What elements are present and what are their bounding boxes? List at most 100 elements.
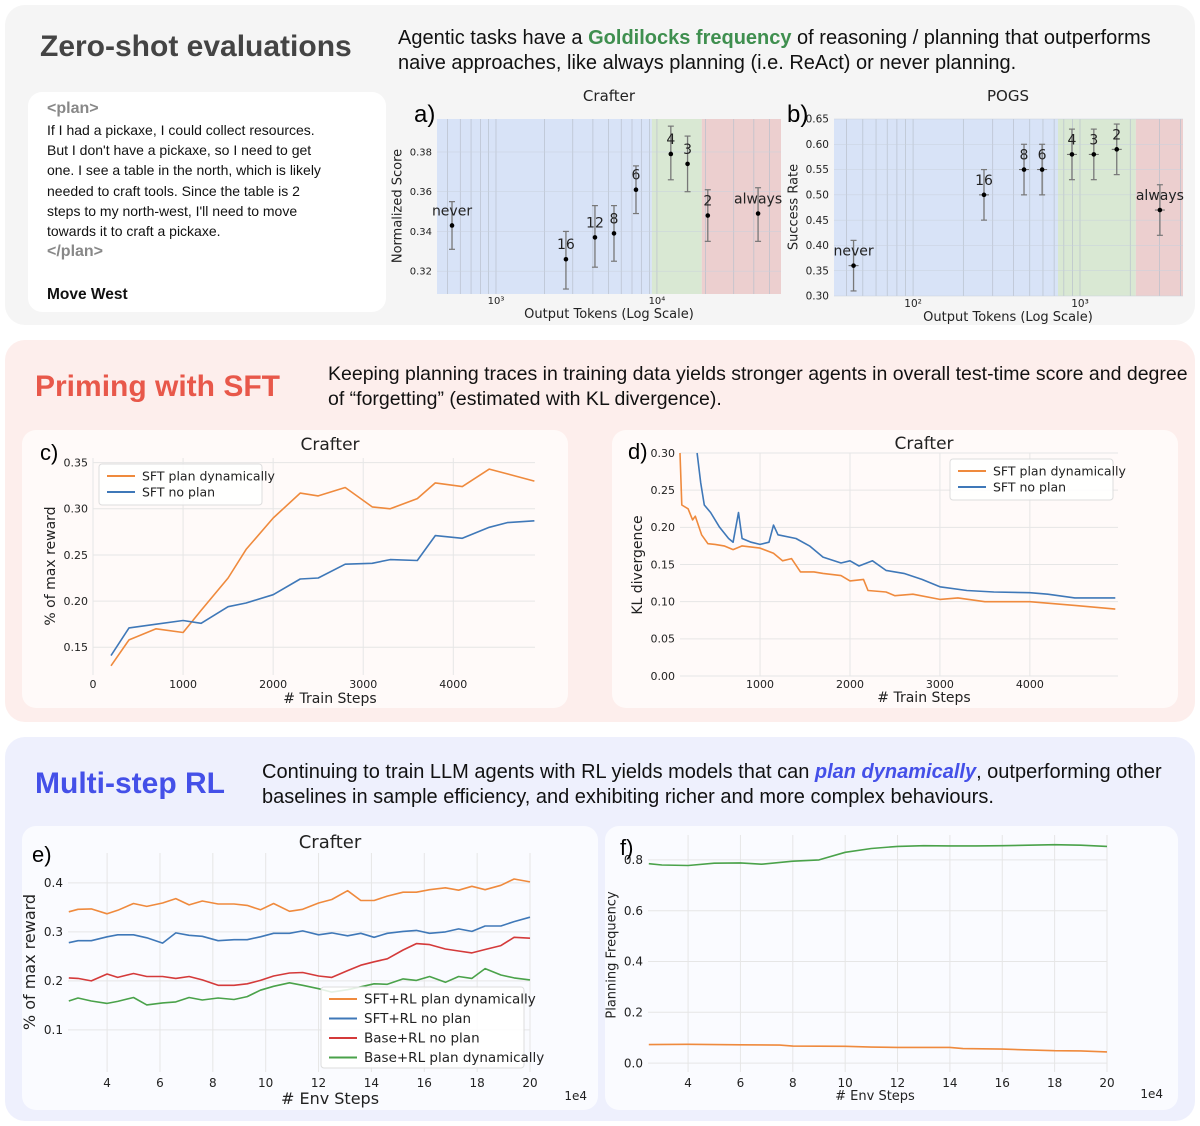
y-tick-label: 0.35 xyxy=(64,456,89,469)
chart-e-rl-reward: 4 6 8 10 12 14 16 18 20 0.1 0.2 0.3 0.4 Crafter e) # En… xyxy=(20,826,598,1110)
x-tick-label: 0 xyxy=(90,678,97,691)
panel-label: e) xyxy=(32,842,52,867)
shaded-region xyxy=(651,119,702,294)
point-label: 12 xyxy=(586,215,604,231)
plan-close-tag: </plan> xyxy=(47,243,104,260)
point-label: 16 xyxy=(975,173,993,189)
y-tick-label: 0.15 xyxy=(64,641,89,654)
point-label: 8 xyxy=(610,211,619,227)
chart-f-svg: 4 6 8 10 12 14 16 18 20 0.0 0.2 0.4 0.6 0.8f) # Env St… xyxy=(605,835,1163,1104)
x-tick-label: 14 xyxy=(364,1076,379,1090)
chart-f-planning-frequency: 4 6 8 10 12 14 16 18 20 0.0 0.2 0.4 0.6 0.8 f) # Env St… xyxy=(605,826,1178,1110)
plan-line: one. I see a table in the north, which i… xyxy=(47,162,321,178)
y-tick-label: 0.55 xyxy=(806,164,829,176)
point-label: 3 xyxy=(683,142,692,158)
point-label: 3 xyxy=(1089,132,1098,148)
x-tick-label: 16 xyxy=(417,1076,432,1090)
x-tick-label: 10³ xyxy=(488,296,505,307)
legend-box xyxy=(98,463,263,506)
data-point xyxy=(685,161,690,167)
series-line-0 xyxy=(110,468,535,667)
y-tick-label: 0.65 xyxy=(806,114,829,126)
x-axis-label: # Train Steps xyxy=(877,690,970,706)
y-tick-label: 0.10 xyxy=(651,596,676,609)
x-tick-label: 1000 xyxy=(746,678,774,691)
x-tick-label: 20 xyxy=(1099,1076,1114,1090)
y-tick-label: 0.50 xyxy=(806,190,829,202)
y-tick-label: 0.05 xyxy=(651,633,676,646)
data-point xyxy=(851,263,856,268)
y-tick-label: 0.60 xyxy=(806,139,829,151)
data-point xyxy=(1091,152,1097,157)
desc-text: of reasoning / planning that outperforms… xyxy=(398,27,1151,74)
legend-label: Base+RL plan dynamically xyxy=(364,1050,544,1066)
x-tick-label: 10² xyxy=(904,298,922,310)
y-tick-label: 0.6 xyxy=(624,904,643,918)
y-tick-label: 0.2 xyxy=(44,974,63,988)
chart-b-svg: 10² 10³ 0.30 0.35 0.40 0.45 0.50 0.55 0.60 0.65 ne… xyxy=(786,87,1184,325)
x-tick-label: 3000 xyxy=(349,678,377,691)
plan-action: Move West xyxy=(47,286,128,303)
series-line-3 xyxy=(68,967,531,1006)
point-label: 6 xyxy=(632,168,641,184)
y-tick-label: 0.3 xyxy=(44,925,63,939)
data-point xyxy=(1021,167,1027,172)
point-label: always xyxy=(734,192,782,208)
legend-box xyxy=(320,986,525,1069)
plan-line: But I don't have a pickaxe, so I need to… xyxy=(47,142,312,158)
x-tick-label: 18 xyxy=(469,1076,484,1090)
x-tick-label: 3000 xyxy=(926,678,954,691)
plan-line: If I had a pickaxe, I could collect reso… xyxy=(47,122,315,138)
chart-b-pogs: 10² 10³ 0.30 0.35 0.40 0.45 0.50 0.55 0.60 0.65 ne… xyxy=(785,85,1190,325)
desc-highlight: Goldilocks frequency xyxy=(588,27,792,49)
x-tick-label: 16 xyxy=(995,1076,1010,1090)
panel-label: f) xyxy=(620,835,633,860)
series-line-1 xyxy=(68,916,531,944)
point-label: never xyxy=(432,203,472,219)
y-tick-label: 0.00 xyxy=(651,670,676,683)
desc-text: Continuing to train LLM agents with RL y… xyxy=(262,761,815,783)
legend-label: SFT no plan xyxy=(993,479,1066,494)
point-label: 4 xyxy=(666,132,675,148)
x-tick-label: 6 xyxy=(737,1076,745,1090)
legend-box xyxy=(949,458,1114,501)
plan-line: towards it to craft a pickaxe. xyxy=(47,223,221,239)
data-point xyxy=(1069,152,1075,157)
desc-highlight: plan dynamically xyxy=(814,761,977,783)
x-tick-label: 10 xyxy=(838,1076,853,1090)
y-tick-label: 0.30 xyxy=(806,291,829,303)
x-tick-label: 4 xyxy=(103,1076,111,1090)
point-label: always xyxy=(1136,188,1184,204)
chart-c-reward: 0 1000 2000 3000 4000 0.15 0.20 0.25 0.30 0.35 Cra… xyxy=(22,430,568,708)
chart-title: Crafter xyxy=(583,87,636,105)
y-axis-label: Success Rate xyxy=(786,164,801,250)
panel-label: d) xyxy=(628,439,648,464)
chart-d-svg: 1000 2000 3000 4000 0.00 0.05 0.10 0.15 0.20 0.25… xyxy=(628,434,1127,706)
x-tick-label: 10 xyxy=(258,1076,273,1090)
y-tick-label: 0.4 xyxy=(44,876,63,890)
y-tick-label: 0.2 xyxy=(624,1006,643,1020)
section-description-zero-shot: Agentic tasks have a Goldilocks frequenc… xyxy=(398,26,1198,76)
series-line-0 xyxy=(648,843,1108,867)
chart-a-svg: 10³ 10⁴ 0.32 0.34 0.36 0.38 never 16 12 8 6 43 2 alwa… xyxy=(390,87,782,322)
legend-label: SFT plan dynamically xyxy=(142,468,276,483)
x-tick-label: 2000 xyxy=(836,678,864,691)
y-axis-label: % of max reward xyxy=(43,506,59,625)
y-axis-label: Planning Frequency xyxy=(605,891,620,1019)
plan-open-tag: <plan> xyxy=(47,100,99,117)
panel-label: c) xyxy=(40,440,58,465)
chart-c-svg: 0 1000 2000 3000 4000 0.15 0.20 0.25 0.30 0.35 Cra… xyxy=(40,435,535,707)
point-label: 4 xyxy=(1067,132,1076,148)
data-point xyxy=(563,256,569,262)
x-tick-label: 18 xyxy=(1047,1076,1062,1090)
series-line-1 xyxy=(110,520,535,657)
point-label: 8 xyxy=(1020,148,1029,164)
point-label: 6 xyxy=(1038,148,1047,164)
x-tick-label: 12 xyxy=(890,1076,905,1090)
y-axis-label: KL divergence xyxy=(630,515,646,614)
x-tick-label: 12 xyxy=(311,1076,326,1090)
legend-label: SFT no plan xyxy=(142,484,215,499)
y-tick-label: 0.20 xyxy=(651,521,676,534)
chart-d-kl: 1000 2000 3000 4000 0.00 0.05 0.10 0.15 0.20 0.25… xyxy=(612,430,1178,708)
y-tick-label: 0.38 xyxy=(410,147,432,158)
